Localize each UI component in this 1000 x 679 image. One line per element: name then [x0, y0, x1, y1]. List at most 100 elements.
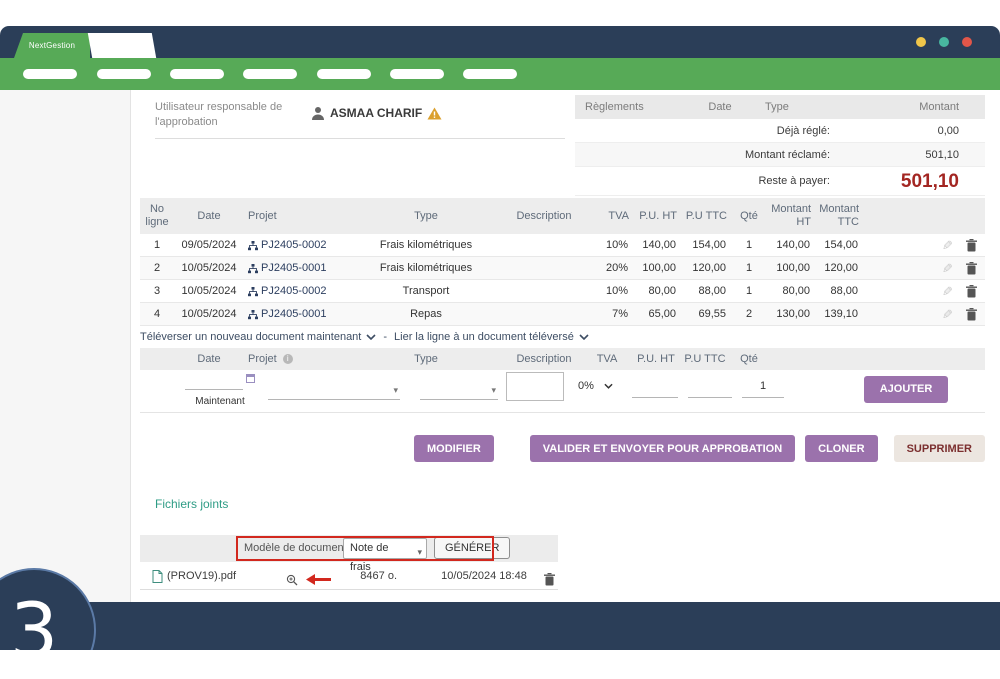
file-link[interactable]: (PROV19).pdf [152, 563, 236, 590]
line-qte: 1 [730, 257, 768, 280]
line-montant-ht: 100,00 [768, 257, 814, 280]
record-actions: MODIFIER VALIDER ET ENVOYER POUR APPROBA… [140, 435, 985, 462]
col-description: Description [506, 208, 582, 225]
col-projet: Projet [244, 208, 346, 225]
chevron-down-icon [366, 334, 376, 340]
form-col-tva: TVA [582, 348, 632, 370]
minimize-dot-icon[interactable] [916, 37, 926, 47]
tva-select[interactable]: 0% [578, 380, 613, 392]
footer-bar [0, 602, 1000, 650]
info-icon: i [283, 354, 293, 364]
col-montant-ht: Montant HT [768, 201, 814, 231]
col-tva: TVA [582, 208, 632, 225]
caret-down-icon: ▾ [393, 385, 398, 396]
project-link[interactable]: PJ2405-0002 [244, 280, 346, 303]
line-tva: 10% [582, 234, 632, 257]
close-dot-icon[interactable] [962, 37, 972, 47]
pu-ttc-input[interactable] [688, 382, 732, 398]
payments-row: Montant réclamé: 501,10 [575, 143, 985, 167]
date-input[interactable] [185, 374, 243, 390]
description-input[interactable] [506, 372, 564, 401]
line-pu-ht: 65,00 [632, 303, 680, 326]
lines-header: No ligne Date Projet Type Description TV… [140, 198, 985, 234]
line-montant-ht: 130,00 [768, 303, 814, 326]
edit-line-icon[interactable]: ✎ [942, 257, 953, 280]
col-pu-ttc: P.U TTC [680, 208, 730, 225]
edit-line-icon[interactable]: ✎ [942, 303, 953, 326]
maximize-dot-icon[interactable] [939, 37, 949, 47]
project-link[interactable]: PJ2405-0001 [244, 257, 346, 280]
line-tva: 7% [582, 303, 632, 326]
col-qte: Qté [730, 208, 768, 225]
delete-line-icon[interactable] [966, 308, 977, 321]
menu-item-placeholder[interactable] [317, 69, 371, 79]
edit-line-icon[interactable]: ✎ [942, 280, 953, 303]
line-no: 3 [140, 280, 174, 303]
claimed-amount-value: 501,10 [830, 143, 985, 166]
generate-button[interactable]: GÉNÉRER [434, 537, 510, 559]
preview-magnifier-icon[interactable] [286, 570, 298, 597]
modify-button[interactable]: MODIFIER [414, 435, 494, 462]
tab-nextgestion[interactable]: NextGestion [14, 33, 90, 58]
project-select[interactable]: ▾ [268, 382, 400, 400]
date-field[interactable]: Maintenant [180, 374, 260, 407]
form-col-type: Type [346, 348, 506, 370]
delete-file-icon[interactable] [544, 570, 555, 597]
line-type: Repas [346, 303, 506, 326]
menu-item-placeholder[interactable] [170, 69, 224, 79]
chevron-down-icon [579, 334, 589, 340]
template-select[interactable]: Note de frais ▾ [343, 538, 427, 559]
upload-new-document-link[interactable]: Téléverser un nouveau document maintenan… [140, 331, 376, 343]
date-hint: Maintenant [180, 396, 260, 407]
menu-item-placeholder[interactable] [23, 69, 77, 79]
line-montant-ttc: 139,10 [814, 303, 862, 326]
file-date: 10/05/2024 18:48 [436, 563, 532, 590]
calendar-icon[interactable] [246, 374, 255, 383]
delete-line-icon[interactable] [966, 285, 977, 298]
line-pu-ttc: 120,00 [680, 257, 730, 280]
line-date: 09/05/2024 [174, 234, 244, 257]
delete-line-icon[interactable] [966, 239, 977, 252]
validate-send-approval-button[interactable]: VALIDER ET ENVOYER POUR APPROBATION [530, 435, 795, 462]
edit-line-icon[interactable]: ✎ [942, 234, 953, 257]
project-link[interactable]: PJ2405-0002 [244, 234, 346, 257]
line-type: Transport [346, 280, 506, 303]
line-date: 10/05/2024 [174, 257, 244, 280]
line-pu-ht: 100,00 [632, 257, 680, 280]
main-content: Utilisateur responsable de l'approbation… [131, 90, 1000, 602]
form-col-qte: Qté [730, 348, 768, 370]
line-no: 4 [140, 303, 174, 326]
line-description [506, 303, 582, 326]
attachments-title: Fichiers joints [155, 497, 228, 511]
pu-ht-input[interactable] [632, 382, 678, 398]
menu-item-placeholder[interactable] [463, 69, 517, 79]
form-col-pu-ttc: P.U TTC [680, 348, 730, 370]
menu-item-placeholder[interactable] [243, 69, 297, 79]
menu-item-placeholder[interactable] [390, 69, 444, 79]
line-qte: 2 [730, 303, 768, 326]
form-col-projet: Projet i [244, 348, 346, 370]
line-tva: 20% [582, 257, 632, 280]
annotation-arrow-icon [306, 570, 332, 597]
quantity-input[interactable]: 1 [742, 380, 784, 398]
sitemap-icon [248, 264, 258, 274]
delete-line-icon[interactable] [966, 262, 977, 275]
payments-header: Règlements Date Type Montant [575, 95, 985, 119]
tab-secondary[interactable] [88, 33, 156, 58]
attached-file-row: (PROV19).pdf 8467 o. 10/05/2024 18:48 [140, 563, 558, 590]
chevron-down-icon [604, 383, 613, 389]
menu-item-placeholder[interactable] [97, 69, 151, 79]
expense-lines-table: No ligne Date Projet Type Description TV… [140, 198, 985, 326]
divider [155, 138, 565, 139]
col-montant-ttc: Montant TTC [814, 201, 862, 231]
divider [140, 412, 985, 413]
delete-record-button[interactable]: SUPPRIMER [894, 435, 985, 462]
add-line-button[interactable]: AJOUTER [864, 376, 948, 403]
left-sidebar [0, 90, 131, 602]
project-link[interactable]: PJ2405-0001 [244, 303, 346, 326]
line-pu-ttc: 154,00 [680, 234, 730, 257]
expense-line-row: 3 10/05/2024 PJ2405-0002 Transport 10% 8… [140, 280, 985, 303]
clone-button[interactable]: CLONER [805, 435, 877, 462]
type-select[interactable]: ▾ [420, 382, 498, 400]
link-existing-document-link[interactable]: Lier la ligne à un document téléversé [394, 331, 589, 343]
